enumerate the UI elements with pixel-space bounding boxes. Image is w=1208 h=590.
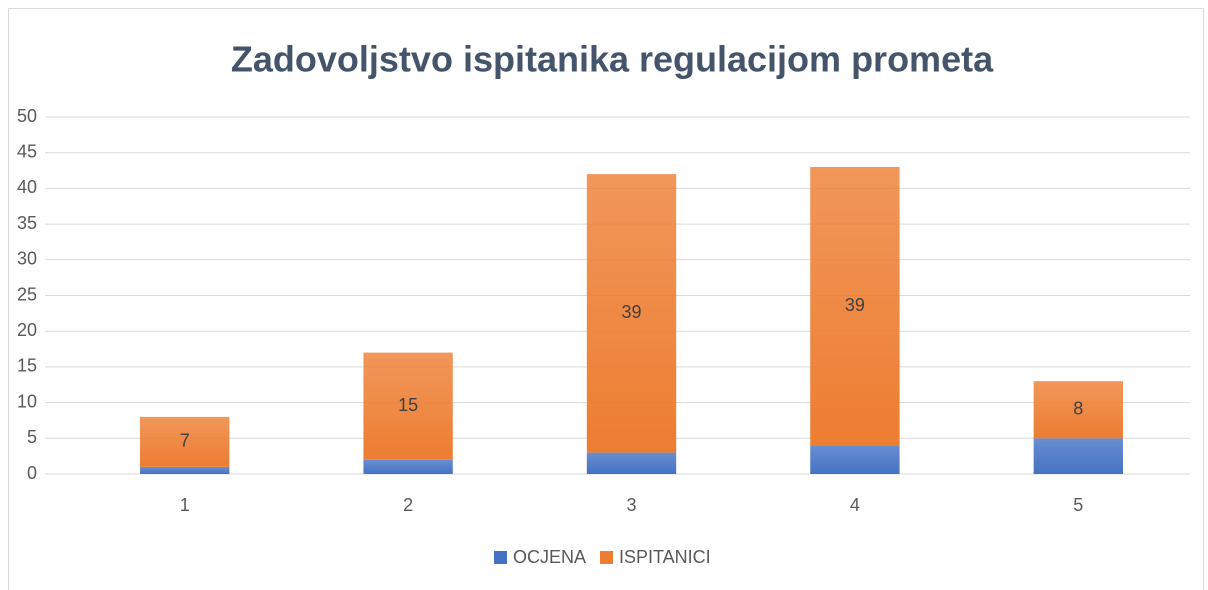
data-label: 8 [1073, 398, 1083, 418]
data-label: 7 [180, 431, 190, 451]
chart-title: Zadovoljstvo ispitanika regulacijom prom… [231, 39, 994, 80]
x-tick-label: 5 [1073, 495, 1083, 515]
bar-segment [363, 352, 453, 460]
bar-segment [810, 445, 900, 474]
data-label: 15 [398, 395, 418, 415]
data-label: 39 [621, 302, 641, 322]
legend-label: ISPITANICI [619, 547, 711, 567]
y-tick-label: 10 [17, 391, 37, 411]
legend-swatch [494, 551, 507, 564]
y-tick-label: 25 [17, 284, 37, 304]
bar-segment [140, 466, 230, 474]
legend-swatch [600, 551, 613, 564]
bar-segment [586, 452, 677, 474]
y-tick-label: 45 [17, 141, 37, 161]
data-label: 39 [845, 295, 865, 315]
y-tick-label: 50 [17, 106, 37, 126]
y-tick-label: 15 [17, 356, 37, 376]
y-tick-label: 20 [17, 320, 37, 340]
y-tick-label: 0 [27, 463, 37, 483]
bar-segment [810, 166, 900, 446]
x-tick-label: 1 [180, 495, 190, 515]
legend-label: OCJENA [513, 547, 586, 567]
y-tick-label: 40 [17, 177, 37, 197]
bar-segment [586, 174, 677, 453]
x-tick-label: 4 [850, 495, 860, 515]
y-tick-label: 35 [17, 213, 37, 233]
x-tick-label: 2 [403, 495, 413, 515]
bar-segment [363, 459, 453, 474]
bar-segment [1033, 381, 1123, 439]
y-tick-label: 5 [27, 427, 37, 447]
y-tick-label: 30 [17, 249, 37, 269]
x-tick-label: 3 [626, 495, 636, 515]
bar-segment [1033, 438, 1123, 474]
bar-segment [140, 416, 230, 467]
